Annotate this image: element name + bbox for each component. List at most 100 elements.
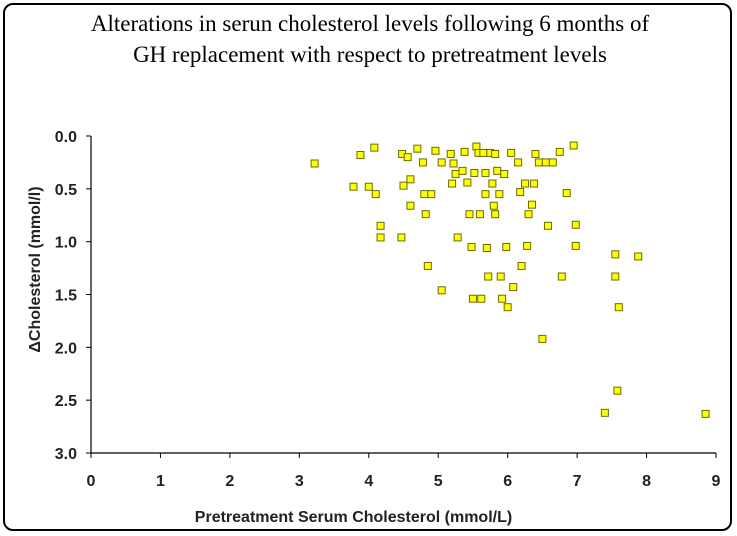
data-point — [509, 283, 518, 292]
data-point — [423, 261, 432, 270]
data-point — [571, 241, 580, 250]
data-point — [468, 294, 477, 303]
data-point — [421, 210, 430, 219]
data-point — [479, 148, 488, 157]
x-tick-label: 7 — [573, 473, 582, 490]
x-axis-label: Pretreatment Serum Cholesterol (mmol/L) — [195, 509, 512, 526]
data-point — [467, 242, 476, 251]
x-tick-label: 8 — [642, 473, 651, 490]
data-point — [521, 179, 530, 188]
data-points — [310, 141, 710, 418]
data-point — [451, 170, 460, 179]
data-point — [406, 201, 415, 210]
data-point — [458, 166, 467, 175]
data-point — [571, 220, 580, 229]
data-point — [555, 147, 564, 156]
data-point — [376, 221, 385, 230]
data-point — [413, 144, 422, 153]
data-point — [431, 146, 440, 155]
data-point — [403, 153, 412, 162]
data-point — [488, 179, 497, 188]
data-point — [448, 179, 457, 188]
data-point — [364, 182, 373, 191]
data-point — [406, 175, 415, 184]
data-point — [491, 210, 500, 219]
x-tick-label: 1 — [156, 473, 165, 490]
data-point — [534, 158, 543, 167]
data-point — [613, 386, 622, 395]
data-point — [614, 303, 623, 312]
data-point — [493, 166, 502, 175]
data-point — [491, 149, 500, 158]
data-point — [524, 210, 533, 219]
data-point — [530, 179, 539, 188]
data-point — [503, 303, 512, 312]
data-point — [516, 188, 525, 197]
data-point — [541, 158, 550, 167]
data-point — [496, 272, 505, 281]
data-point — [397, 233, 406, 242]
data-point — [481, 168, 490, 177]
chart-title: Alterations in serun cholesterol levels … — [20, 8, 720, 70]
data-point — [502, 242, 511, 251]
axes: 0 1 2 3 4 5 6 7 8 9 0.0 0.5 1.0 1.5 2.0 2.5 3.0 — [55, 129, 721, 490]
y-tick-label: 3.0 — [55, 446, 77, 463]
data-point — [477, 294, 486, 303]
chart-title-line-1: Alterations in serun cholesterol levels … — [90, 11, 650, 36]
data-point — [356, 151, 365, 160]
data-point — [634, 252, 643, 261]
data-point — [611, 272, 620, 281]
data-point — [611, 250, 620, 259]
chart-frame — [3, 3, 732, 531]
data-point — [470, 168, 479, 177]
data-point — [437, 286, 446, 295]
data-point — [310, 159, 319, 168]
data-point — [489, 201, 498, 210]
data-point — [562, 189, 571, 198]
x-tick-label: 9 — [712, 473, 721, 490]
data-point — [514, 158, 523, 167]
data-point — [507, 148, 516, 157]
data-point — [418, 158, 427, 167]
data-point — [701, 409, 710, 418]
y-axis-label: ΔCholesterol (mmol/l) — [27, 186, 44, 352]
data-point — [482, 244, 491, 253]
data-point — [543, 221, 552, 230]
data-point — [548, 158, 557, 167]
data-point — [481, 190, 490, 199]
data-point — [500, 170, 509, 179]
data-point — [399, 181, 408, 190]
data-point — [427, 190, 436, 199]
data-point — [453, 233, 462, 242]
data-point — [484, 272, 493, 281]
data-point — [370, 143, 379, 152]
y-tick-label: 0.0 — [55, 129, 77, 146]
data-point — [538, 334, 547, 343]
y-tick-label: 1.5 — [55, 288, 77, 305]
data-point — [600, 408, 609, 417]
data-point — [557, 272, 566, 281]
data-point — [498, 294, 507, 303]
data-point — [420, 190, 429, 199]
y-tick-label: 2.5 — [55, 393, 77, 410]
data-point — [523, 241, 532, 250]
x-tick-label: 2 — [225, 473, 234, 490]
data-point — [446, 149, 455, 158]
data-point — [531, 149, 540, 158]
data-point — [437, 158, 446, 167]
data-point — [475, 210, 484, 219]
x-tick-label: 4 — [364, 473, 373, 490]
y-tick-label: 1.0 — [55, 235, 77, 252]
y-tick-label: 2.0 — [55, 340, 77, 357]
chart-title-line-2: GH replacement with respect to pretreatm… — [133, 42, 607, 67]
data-point — [569, 141, 578, 150]
x-tick-label: 5 — [434, 473, 443, 490]
data-point — [463, 178, 472, 187]
data-point — [465, 210, 474, 219]
x-tick-label: 0 — [87, 473, 96, 490]
data-point — [449, 159, 458, 168]
x-tick-label: 6 — [503, 473, 512, 490]
data-point — [460, 147, 469, 156]
data-point — [517, 261, 526, 270]
